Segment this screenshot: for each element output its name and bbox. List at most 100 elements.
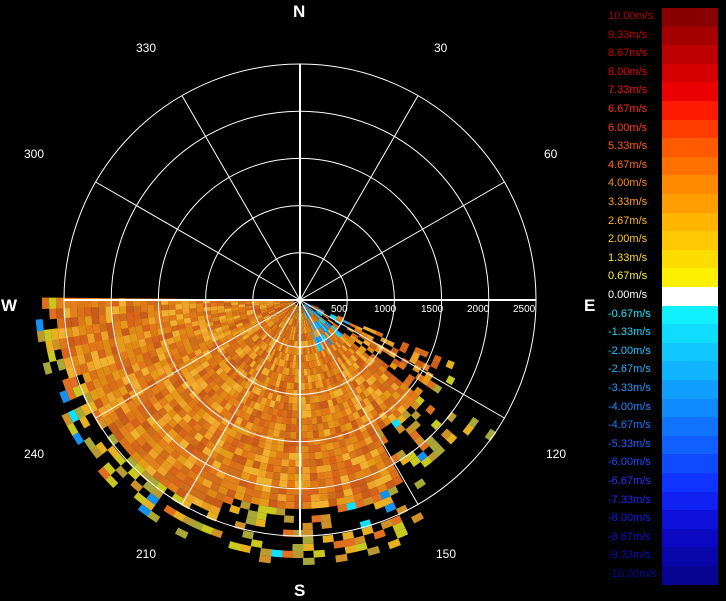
velocity-bin bbox=[287, 325, 292, 333]
velocity-bin bbox=[141, 351, 151, 361]
velocity-bin bbox=[109, 398, 121, 411]
velocity-bin bbox=[331, 359, 338, 368]
velocity-bin bbox=[186, 486, 199, 497]
legend-entry: 0.00m/s bbox=[605, 287, 718, 306]
velocity-bin bbox=[311, 416, 318, 425]
velocity-bin bbox=[336, 356, 343, 365]
velocity-bin bbox=[283, 360, 288, 368]
velocity-bin bbox=[168, 314, 177, 322]
velocity-bin bbox=[69, 355, 80, 367]
legend-label: -1.33m/s bbox=[608, 326, 651, 339]
velocity-bin bbox=[45, 339, 55, 352]
velocity-bin bbox=[250, 385, 259, 394]
velocity-bin bbox=[277, 336, 283, 344]
velocity-bin bbox=[276, 343, 282, 351]
velocity-bin bbox=[274, 307, 282, 311]
velocity-bin bbox=[289, 431, 297, 439]
velocity-bin bbox=[325, 339, 332, 347]
velocity-bin bbox=[333, 404, 341, 413]
velocity-bin bbox=[350, 485, 362, 496]
velocity-bin bbox=[245, 516, 257, 526]
velocity-bin bbox=[286, 309, 292, 316]
velocity-bin bbox=[283, 331, 288, 339]
velocity-bin bbox=[334, 490, 345, 499]
velocity-bin bbox=[351, 380, 359, 389]
velocity-bin bbox=[245, 305, 253, 309]
velocity-bin bbox=[246, 509, 259, 519]
velocity-bin bbox=[281, 409, 288, 418]
velocity-bin bbox=[163, 504, 177, 517]
velocity-bin bbox=[314, 345, 319, 353]
velocity-bin bbox=[161, 304, 169, 311]
velocity-bin bbox=[185, 326, 194, 334]
velocity-bin bbox=[257, 373, 265, 382]
legend-swatch bbox=[662, 8, 718, 27]
velocity-bin bbox=[231, 330, 240, 337]
velocity-bin bbox=[253, 309, 261, 314]
velocity-bin bbox=[391, 391, 401, 401]
velocity-bin bbox=[177, 323, 186, 331]
velocity-bin bbox=[321, 357, 327, 365]
velocity-bin bbox=[136, 402, 148, 414]
velocity-bin bbox=[236, 440, 246, 450]
velocity-bin bbox=[280, 303, 288, 306]
velocity-bin bbox=[334, 425, 343, 435]
velocity-bin bbox=[330, 314, 338, 319]
velocity-bin bbox=[307, 339, 311, 348]
velocity-bin bbox=[329, 345, 336, 353]
velocity-bin bbox=[319, 327, 325, 334]
velocity-bin bbox=[409, 430, 421, 441]
velocity-bin bbox=[133, 311, 142, 320]
velocity-bin bbox=[388, 453, 400, 464]
velocity-bin bbox=[378, 365, 387, 374]
velocity-bin bbox=[280, 303, 288, 307]
velocity-bin bbox=[233, 356, 242, 364]
velocity-bin bbox=[284, 316, 290, 323]
velocity-bin bbox=[327, 449, 336, 458]
velocity-bin bbox=[317, 319, 324, 326]
velocity-bin bbox=[278, 358, 283, 367]
velocity-bin bbox=[347, 347, 356, 355]
velocity-bin bbox=[316, 416, 323, 424]
velocity-bin bbox=[189, 312, 198, 318]
velocity-bin bbox=[266, 428, 275, 437]
velocity-bin bbox=[242, 530, 254, 540]
velocity-bin bbox=[315, 409, 322, 417]
velocity-bin bbox=[324, 407, 331, 416]
velocity-bin bbox=[304, 326, 308, 334]
velocity-bin bbox=[121, 357, 132, 368]
velocity-bin bbox=[66, 422, 79, 436]
velocity-bin bbox=[261, 310, 269, 315]
velocity-bin bbox=[241, 363, 250, 372]
velocity-bin bbox=[196, 303, 204, 308]
velocity-bin bbox=[195, 376, 205, 386]
velocity-bin bbox=[206, 415, 216, 426]
legend-label: 2.00m/s bbox=[608, 233, 648, 246]
velocity-bin bbox=[325, 370, 332, 379]
velocity-bin bbox=[67, 409, 80, 423]
velocity-bin bbox=[295, 452, 303, 460]
velocity-bin bbox=[148, 322, 157, 331]
velocity-bin bbox=[243, 487, 255, 497]
velocity-bin bbox=[252, 301, 260, 304]
velocity-bin bbox=[335, 553, 348, 563]
velocity-bin bbox=[415, 372, 425, 382]
legend-entry: -6.00m/s bbox=[605, 454, 718, 473]
velocity-bin bbox=[340, 386, 348, 395]
velocity-bin bbox=[135, 325, 144, 334]
velocity-bin bbox=[304, 311, 309, 319]
legend-swatch bbox=[662, 231, 718, 250]
velocity-bin bbox=[206, 397, 216, 407]
legend-label: -6.67m/s bbox=[608, 475, 651, 487]
velocity-bin bbox=[183, 492, 196, 504]
legend-swatch bbox=[662, 491, 718, 511]
velocity-bin bbox=[179, 389, 189, 400]
velocity-bin bbox=[261, 312, 269, 317]
velocity-bin bbox=[366, 394, 375, 404]
velocity-bin bbox=[345, 465, 355, 475]
velocity-bin bbox=[112, 429, 125, 442]
velocity-bin bbox=[388, 373, 398, 383]
velocity-bin bbox=[303, 304, 309, 311]
velocity-bin bbox=[301, 438, 309, 446]
velocity-bin bbox=[215, 367, 224, 376]
